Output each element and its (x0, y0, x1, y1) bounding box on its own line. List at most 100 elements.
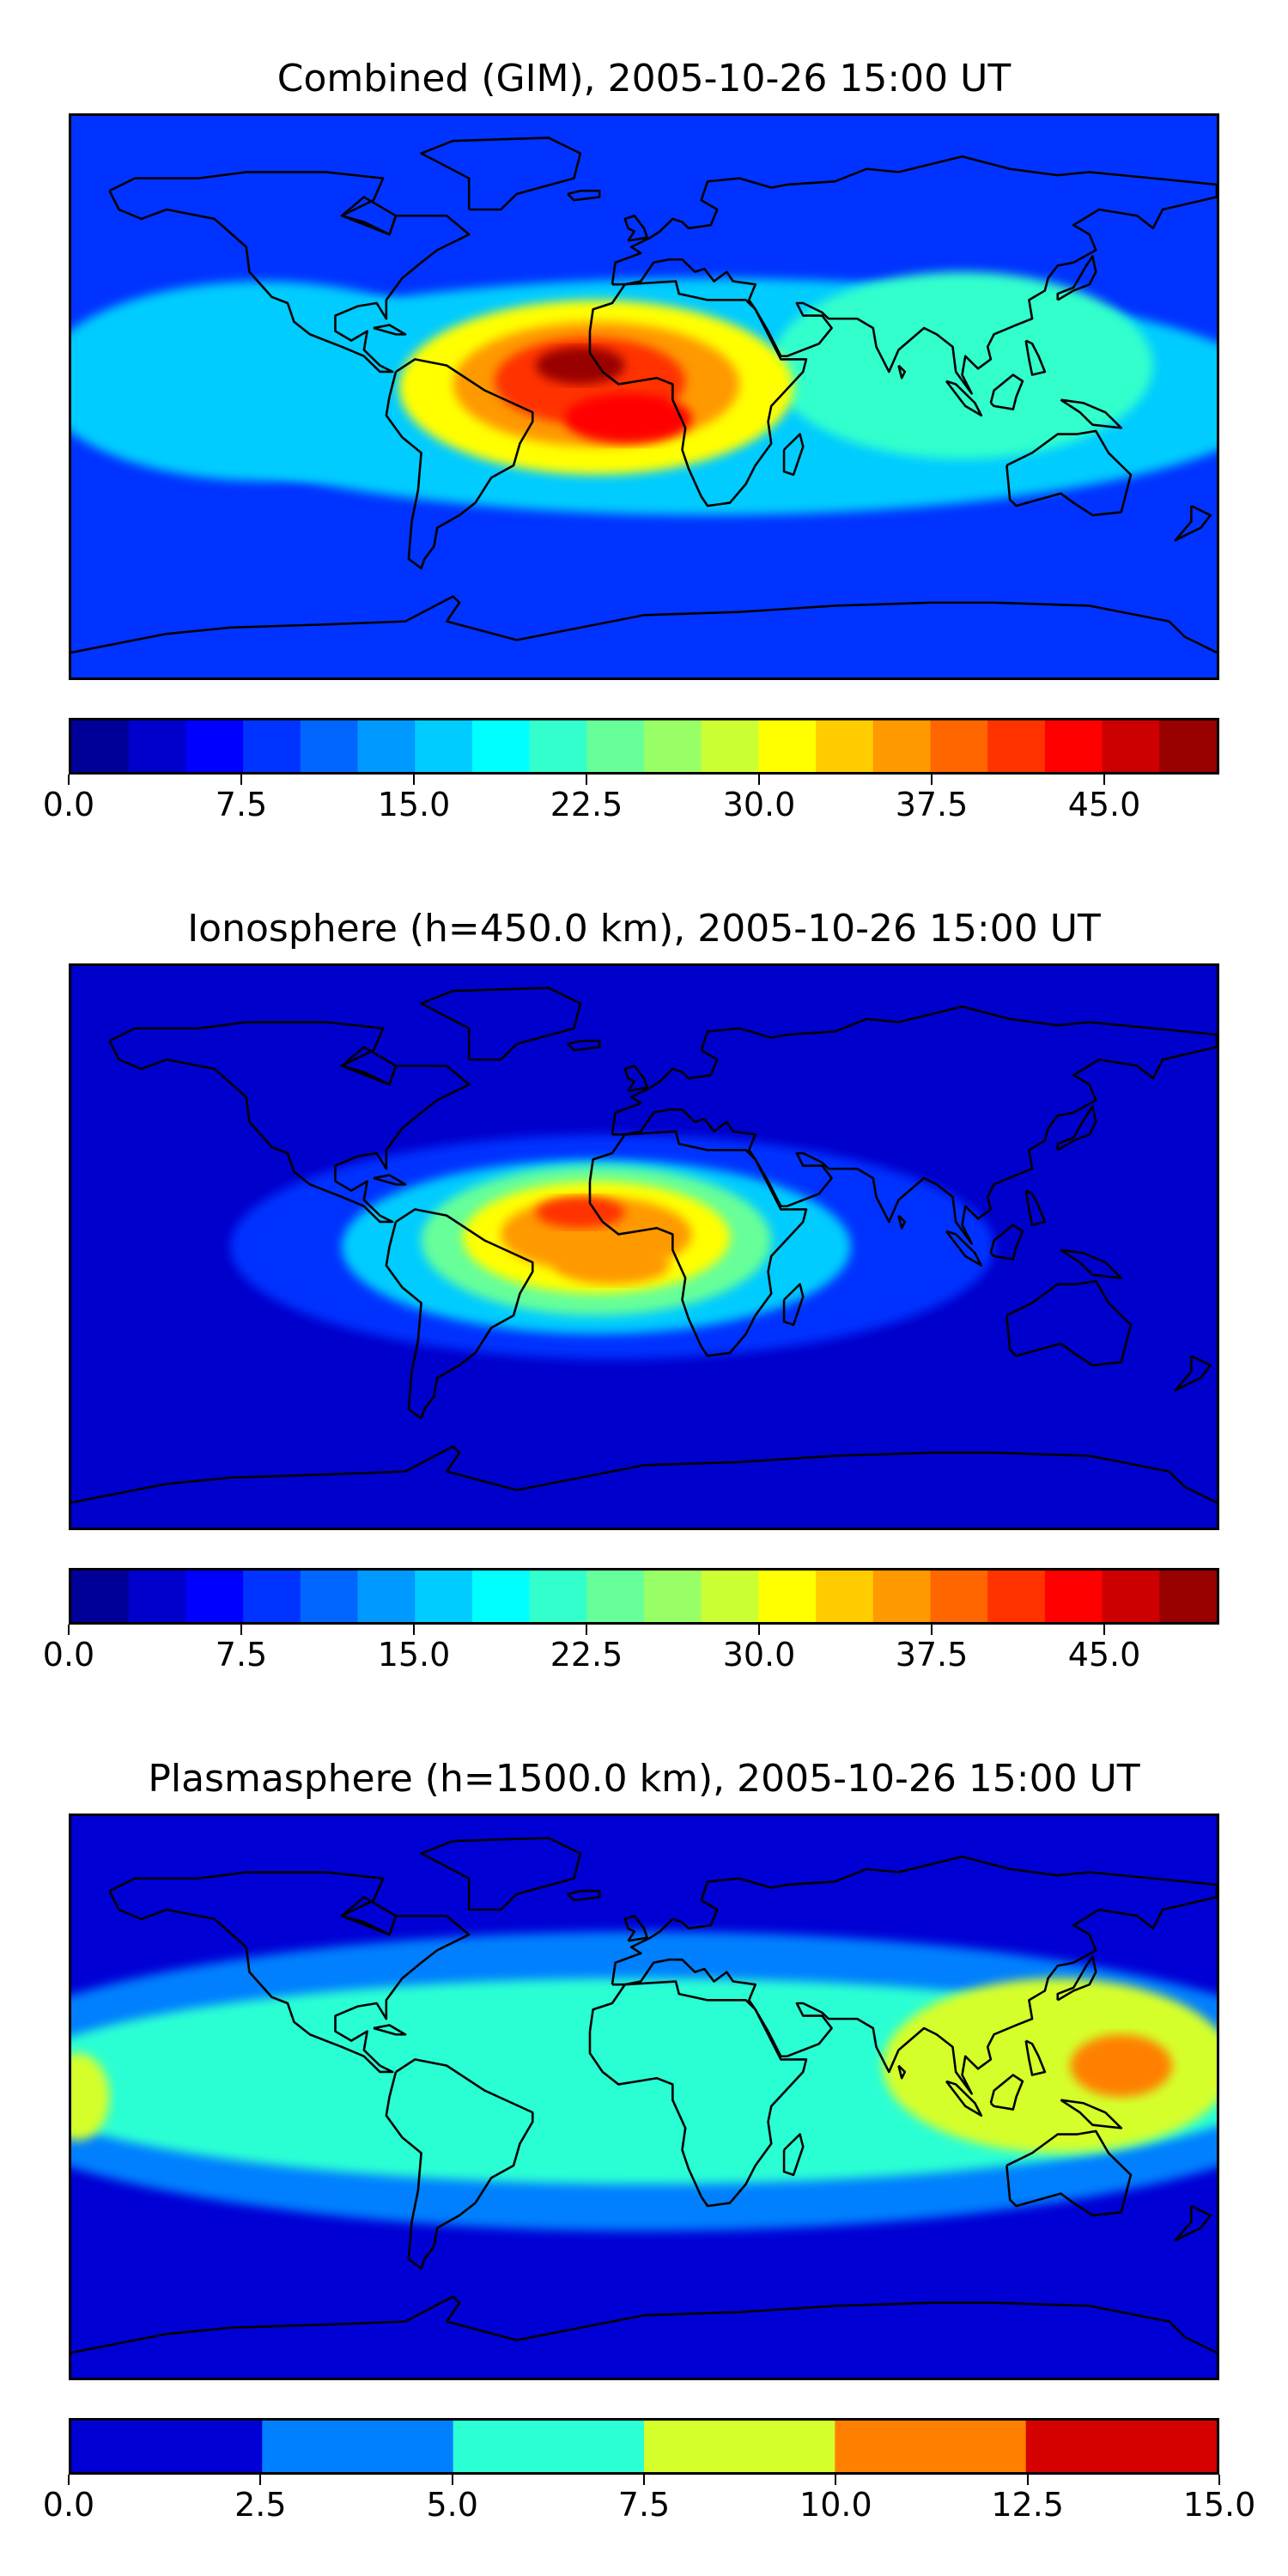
coastline-borneo (989, 2074, 1024, 2111)
tick-mark (643, 2475, 645, 2485)
tick-mark (1218, 2475, 1220, 2485)
coastline-uk (623, 1914, 648, 1942)
coastline-new-zealand (1174, 2204, 1212, 2242)
coastline-new-zealand (1174, 1354, 1212, 1392)
colorbar-segment (930, 1571, 988, 1622)
tick-label: 7.5 (215, 786, 268, 823)
tick-label: 37.5 (895, 1636, 969, 1674)
colorbar-ionosphere (69, 1568, 1219, 1625)
tick-label: 15.0 (1182, 2486, 1256, 2524)
colorbar-segment (701, 720, 759, 772)
colorbar-segment (987, 1571, 1046, 1622)
coastline-australia (1005, 2129, 1133, 2217)
tick-mark (413, 1625, 415, 1635)
contour-north-peak (536, 1196, 625, 1229)
coastline-uk (623, 1064, 648, 1092)
coastline-sri-lanka (897, 2064, 907, 2080)
tick-label: 45.0 (1067, 1636, 1141, 1674)
colorbar-segment (128, 720, 186, 772)
coastline-madagascar (782, 2133, 805, 2177)
colorbar-segment (71, 2421, 263, 2472)
tick-mark (835, 2475, 837, 2485)
colorbar-segment (644, 1571, 702, 1622)
coastline-north-america (108, 1871, 471, 2074)
map-plasmasphere (69, 1814, 1219, 2380)
colorbar-segment (415, 720, 473, 772)
tick-label: 5.0 (426, 2486, 478, 2524)
coastline-antarctica (71, 595, 1217, 654)
coastline-australia (1005, 429, 1133, 517)
coastline-philippines (1024, 2039, 1047, 2076)
coastline-uk (623, 214, 648, 242)
tick-mark (68, 1625, 70, 1635)
colorbar-segment (262, 2421, 454, 2472)
tick-label: 22.5 (550, 1636, 623, 1674)
colorbar-segment (586, 720, 645, 772)
tick-mark (1026, 2475, 1029, 2485)
coastline-africa (588, 1130, 808, 1358)
colorbar-segment (1102, 720, 1160, 772)
colorbar-segment (816, 1571, 874, 1622)
tick-mark (931, 775, 933, 785)
colorbar-segment (415, 1571, 473, 1622)
tick-mark (240, 775, 242, 785)
tick-label: 7.5 (617, 2486, 671, 2524)
colorbar-segment (71, 1571, 130, 1622)
tick-label: 0.0 (42, 2486, 95, 2524)
coastline-greenland (420, 137, 582, 211)
colorbar-segment (835, 2421, 1027, 2472)
contour-asia-high (882, 1978, 1217, 2154)
coastline-iceland (567, 1889, 601, 1902)
panel-title-plasmasphere: Plasmasphere (h=1500.0 km), 2005-10-26 1… (148, 1757, 1140, 1801)
coastline-new-guinea (1060, 1249, 1123, 1279)
tick-mark (68, 775, 70, 785)
map-svg-combined (71, 116, 1217, 677)
tick-mark (240, 1625, 242, 1635)
tick-mark (586, 775, 587, 785)
coastline-africa (588, 1980, 808, 2208)
map-combined (69, 113, 1219, 680)
tick-mark (1103, 775, 1105, 785)
contour-south-peak (564, 393, 692, 444)
tick-label: 0.0 (42, 1636, 95, 1674)
coastline-sumatra (945, 380, 983, 417)
colorbar-segment (586, 1571, 645, 1622)
colorbar-segment (1044, 720, 1103, 772)
coastline-madagascar (782, 1283, 805, 1327)
tick-label: 30.0 (722, 786, 796, 823)
coastline-japan (1056, 1105, 1097, 1151)
tick-label: 2.5 (234, 2486, 287, 2524)
coastline-north-america (108, 1021, 471, 1224)
contour-west-pacific (71, 2053, 110, 2141)
colorbar-segment (758, 720, 817, 772)
coastline-iceland (567, 189, 601, 202)
coastline-new-guinea (1060, 2099, 1123, 2129)
contour-peak (536, 346, 625, 385)
colorbar-segment (357, 720, 416, 772)
colorbar-ticks-ionosphere: 0.0 7.5 15.0 22.5 30.0 37.5 45.0 (43, 1625, 1219, 1676)
colorbar-segment (644, 720, 702, 772)
colorbar-segment (872, 720, 932, 772)
tick-label: 15.0 (377, 786, 451, 823)
colorbar-segment (987, 720, 1046, 772)
coastline-hudson (341, 1896, 398, 1936)
map-svg-plasmasphere (71, 1816, 1217, 2378)
coastline-borneo (989, 1224, 1024, 1261)
colorbar-segment (128, 1571, 186, 1622)
coastline-antarctica (71, 2295, 1217, 2354)
coastline-japan (1056, 255, 1097, 301)
colorbar-segment (930, 720, 988, 772)
coastline-cuba (373, 2024, 407, 2036)
colorbar-segment (185, 1571, 244, 1622)
tick-label: 45.0 (1067, 786, 1141, 823)
coastline-philippines (1024, 1189, 1047, 1226)
tick-mark (586, 1625, 587, 1635)
coastline-japan (1056, 1955, 1097, 2002)
colorbar-segment (872, 1571, 932, 1622)
tick-mark (758, 1625, 760, 1635)
colorbar-segment (529, 720, 587, 772)
coastline-sri-lanka (897, 364, 907, 380)
tick-mark (451, 2475, 453, 2485)
tick-label: 37.5 (895, 786, 969, 823)
